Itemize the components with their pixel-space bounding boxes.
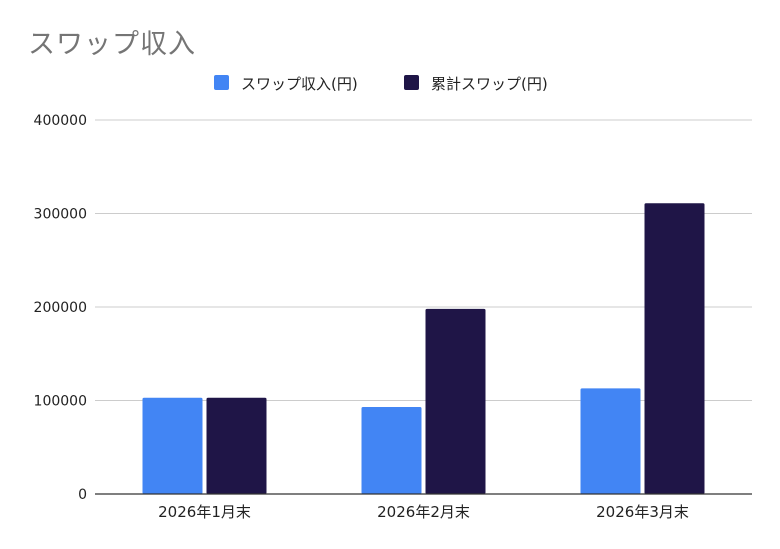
legend-item-2[interactable]: 累計スワップ(円) [404,75,548,93]
x-tick-label: 2026年3月末 [596,503,689,521]
legend-swatch-1 [214,75,229,90]
y-axis: 0 100000 200000 300000 400000 [34,113,87,503]
x-tick-label: 2026年2月末 [377,503,470,521]
grid-lines [95,119,752,401]
bar-series1-cat2[interactable] [361,407,422,494]
legend-swatch-2 [404,75,419,90]
bar-series2-cat3[interactable] [644,203,705,494]
legend-label-1: スワップ収入(円) [241,75,358,93]
y-tick-label: 400000 [34,113,87,129]
bar-series1-cat1[interactable] [142,397,203,494]
y-tick-label: 0 [78,487,87,503]
legend-label-2: 累計スワップ(円) [431,75,548,93]
chart-title: スワップ収入 [28,29,196,60]
bar-series2-cat2[interactable] [425,308,486,494]
y-tick-label: 200000 [34,300,87,316]
y-tick-label: 100000 [34,394,87,410]
bar-series2-cat1[interactable] [206,397,267,494]
x-axis: 2026年1月末 2026年2月末 2026年3月末 [95,493,752,521]
x-tick-label: 2026年1月末 [158,503,251,521]
bar-series1-cat3[interactable] [580,388,641,494]
y-tick-label: 300000 [34,207,87,223]
legend-item-1[interactable]: スワップ収入(円) [214,75,358,93]
bars [142,203,705,494]
chart-legend: スワップ収入(円) 累計スワップ(円) [214,75,548,93]
